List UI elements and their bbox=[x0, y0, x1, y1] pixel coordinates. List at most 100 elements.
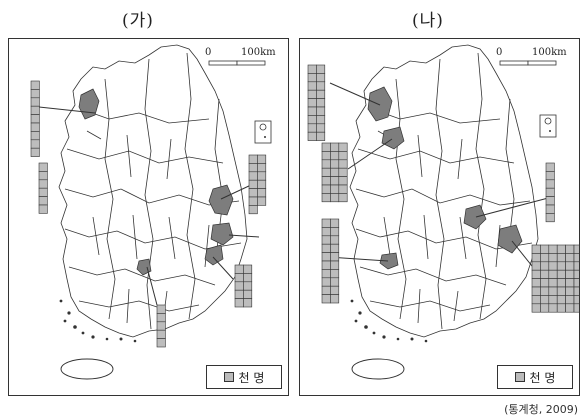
legend-ga: 천 명 bbox=[206, 365, 282, 389]
scale-distance-label: 100km bbox=[532, 47, 567, 58]
population-square bbox=[38, 204, 48, 214]
population-square bbox=[243, 298, 253, 308]
population-square bbox=[531, 269, 541, 279]
population-square bbox=[556, 303, 566, 313]
population-square bbox=[156, 329, 166, 339]
population-square bbox=[243, 273, 253, 283]
source-caption: (통계청, 2009) bbox=[504, 403, 578, 416]
population-square bbox=[565, 269, 575, 279]
population-square bbox=[316, 123, 326, 133]
map-svg-ga bbox=[30, 44, 272, 380]
population-square bbox=[321, 167, 331, 177]
population-square bbox=[556, 295, 566, 305]
population-square bbox=[545, 179, 555, 189]
ulleungdo-inset bbox=[539, 114, 557, 138]
population-square bbox=[338, 159, 348, 169]
population-square bbox=[248, 171, 258, 181]
population-square bbox=[330, 167, 340, 177]
population-square bbox=[540, 261, 550, 271]
legend-label: 천 명 bbox=[238, 370, 265, 385]
population-square bbox=[548, 303, 558, 313]
legend-label: 천 명 bbox=[529, 370, 556, 385]
population-square bbox=[307, 64, 317, 74]
population-square bbox=[330, 243, 340, 253]
region-busan bbox=[204, 244, 224, 266]
population-square bbox=[338, 193, 348, 203]
scale-bar bbox=[208, 60, 266, 66]
population-square bbox=[156, 321, 166, 331]
population-square bbox=[248, 179, 258, 189]
population-square bbox=[565, 261, 575, 271]
population-square bbox=[321, 227, 331, 237]
ulleungdo-inset bbox=[254, 120, 272, 144]
population-square bbox=[156, 313, 166, 323]
population-square bbox=[573, 244, 579, 254]
population-square bbox=[531, 261, 541, 271]
population-square bbox=[545, 162, 555, 172]
population-square bbox=[38, 162, 48, 172]
region-seoul bbox=[367, 86, 393, 122]
scale-bar bbox=[499, 60, 557, 66]
map-panel-na: 0 100km 천 명 bbox=[299, 38, 580, 396]
population-square bbox=[573, 278, 579, 288]
population-square bbox=[248, 196, 258, 206]
population-square bbox=[307, 81, 317, 91]
population-square bbox=[30, 147, 40, 157]
population-square bbox=[556, 253, 566, 263]
population-square bbox=[540, 295, 550, 305]
population-square bbox=[257, 163, 267, 173]
population-square bbox=[30, 139, 40, 149]
population-square bbox=[321, 252, 331, 262]
population-square bbox=[548, 261, 558, 271]
regions-na bbox=[367, 86, 523, 270]
population-square bbox=[321, 142, 331, 152]
population-square bbox=[573, 261, 579, 271]
population-square bbox=[531, 286, 541, 296]
population-square bbox=[330, 252, 340, 262]
population-square bbox=[548, 253, 558, 263]
population-square bbox=[243, 289, 253, 299]
population-square bbox=[540, 269, 550, 279]
population-square bbox=[248, 188, 258, 198]
population-square bbox=[540, 303, 550, 313]
population-square bbox=[338, 142, 348, 152]
population-square bbox=[307, 131, 317, 141]
population-square bbox=[556, 278, 566, 288]
population-square bbox=[307, 98, 317, 108]
region-gwangju bbox=[379, 252, 399, 270]
population-square bbox=[30, 80, 40, 90]
population-square bbox=[243, 281, 253, 291]
legend-square-icon bbox=[223, 372, 234, 382]
population-square bbox=[316, 115, 326, 125]
population-square bbox=[30, 97, 40, 107]
population-square bbox=[321, 176, 331, 186]
population-square bbox=[307, 115, 317, 125]
panel-title-na: (나) bbox=[412, 11, 444, 31]
population-square bbox=[321, 151, 331, 161]
population-square bbox=[545, 171, 555, 181]
population-square bbox=[316, 64, 326, 74]
population-squares-ga bbox=[30, 80, 267, 348]
population-square bbox=[573, 269, 579, 279]
population-square bbox=[307, 123, 317, 133]
population-square bbox=[330, 294, 340, 304]
population-square bbox=[330, 142, 340, 152]
population-square bbox=[531, 244, 541, 254]
population-square bbox=[565, 253, 575, 263]
population-square bbox=[548, 244, 558, 254]
population-square bbox=[38, 196, 48, 206]
population-square bbox=[307, 89, 317, 99]
population-square bbox=[257, 196, 267, 206]
population-square bbox=[573, 295, 579, 305]
population-square bbox=[540, 253, 550, 263]
population-square bbox=[38, 187, 48, 197]
population-square bbox=[30, 105, 40, 115]
population-squares-na bbox=[307, 64, 579, 313]
population-square bbox=[307, 73, 317, 83]
population-square bbox=[338, 176, 348, 186]
population-square bbox=[565, 278, 575, 288]
population-square bbox=[316, 106, 326, 116]
population-square bbox=[234, 281, 244, 291]
population-square bbox=[548, 286, 558, 296]
population-square bbox=[330, 218, 340, 228]
